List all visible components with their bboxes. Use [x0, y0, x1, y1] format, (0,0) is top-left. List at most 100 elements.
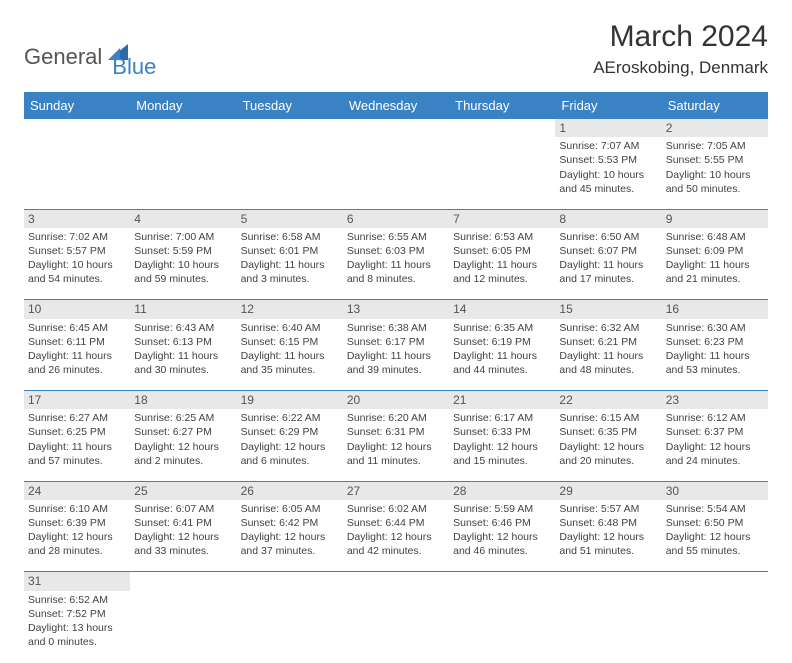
daylight-text: Daylight: 11 hours and 12 minutes. — [453, 258, 551, 286]
day-number-cell: 1 — [555, 119, 661, 137]
sunrise-text: Sunrise: 5:59 AM — [453, 502, 551, 516]
day-cell: Sunrise: 5:57 AMSunset: 6:48 PMDaylight:… — [555, 500, 661, 572]
day-number: 29 — [555, 482, 661, 500]
daylight-text: Daylight: 12 hours and 28 minutes. — [28, 530, 126, 558]
sunset-text: Sunset: 7:52 PM — [28, 607, 126, 621]
day-number: 11 — [130, 300, 236, 318]
weekday-header: Thursday — [449, 92, 555, 119]
day-number-cell: 17 — [24, 391, 130, 410]
sunset-text: Sunset: 6:33 PM — [453, 425, 551, 439]
day-number-row: 10111213141516 — [24, 300, 768, 319]
sunrise-text: Sunrise: 7:02 AM — [28, 230, 126, 244]
weekday-header: Wednesday — [343, 92, 449, 119]
daylight-text: Daylight: 11 hours and 35 minutes. — [241, 349, 339, 377]
sunset-text: Sunset: 6:21 PM — [559, 335, 657, 349]
day-cell: Sunrise: 6:25 AMSunset: 6:27 PMDaylight:… — [130, 409, 236, 481]
sunset-text: Sunset: 5:53 PM — [559, 153, 657, 167]
day-number-cell — [449, 572, 555, 591]
day-cell: Sunrise: 6:58 AMSunset: 6:01 PMDaylight:… — [237, 228, 343, 300]
day-cell: Sunrise: 6:55 AMSunset: 6:03 PMDaylight:… — [343, 228, 449, 300]
sunrise-text: Sunrise: 6:27 AM — [28, 411, 126, 425]
week-row: Sunrise: 6:45 AMSunset: 6:11 PMDaylight:… — [24, 319, 768, 391]
day-cell: Sunrise: 7:02 AMSunset: 5:57 PMDaylight:… — [24, 228, 130, 300]
daylight-text: Daylight: 12 hours and 15 minutes. — [453, 440, 551, 468]
day-number-cell — [24, 119, 130, 137]
sunset-text: Sunset: 5:59 PM — [134, 244, 232, 258]
day-number: 10 — [24, 300, 130, 318]
sunrise-text: Sunrise: 6:38 AM — [347, 321, 445, 335]
sunrise-text: Sunrise: 6:15 AM — [559, 411, 657, 425]
day-cell: Sunrise: 7:00 AMSunset: 5:59 PMDaylight:… — [130, 228, 236, 300]
day-number: 3 — [24, 210, 130, 228]
day-number-cell — [130, 119, 236, 137]
day-number-cell — [343, 572, 449, 591]
day-number: 16 — [662, 300, 768, 318]
sunrise-text: Sunrise: 6:30 AM — [666, 321, 764, 335]
daylight-text: Daylight: 11 hours and 8 minutes. — [347, 258, 445, 286]
weekday-header-row: Sunday Monday Tuesday Wednesday Thursday… — [24, 92, 768, 119]
day-number: 22 — [555, 391, 661, 409]
sunrise-text: Sunrise: 5:57 AM — [559, 502, 657, 516]
day-cell — [237, 591, 343, 663]
day-number-cell: 3 — [24, 209, 130, 228]
sunset-text: Sunset: 6:44 PM — [347, 516, 445, 530]
day-number-cell: 7 — [449, 209, 555, 228]
day-number-cell: 11 — [130, 300, 236, 319]
day-number: 17 — [24, 391, 130, 409]
day-number-cell: 22 — [555, 391, 661, 410]
day-cell: Sunrise: 7:07 AMSunset: 5:53 PMDaylight:… — [555, 137, 661, 209]
sunset-text: Sunset: 6:31 PM — [347, 425, 445, 439]
day-cell: Sunrise: 7:05 AMSunset: 5:55 PMDaylight:… — [662, 137, 768, 209]
day-number: 8 — [555, 210, 661, 228]
sunrise-text: Sunrise: 6:05 AM — [241, 502, 339, 516]
day-number: 6 — [343, 210, 449, 228]
sunset-text: Sunset: 6:35 PM — [559, 425, 657, 439]
day-cell — [237, 137, 343, 209]
day-number: 28 — [449, 482, 555, 500]
day-number: 27 — [343, 482, 449, 500]
sunset-text: Sunset: 6:19 PM — [453, 335, 551, 349]
day-cell: Sunrise: 6:32 AMSunset: 6:21 PMDaylight:… — [555, 319, 661, 391]
sunset-text: Sunset: 6:41 PM — [134, 516, 232, 530]
daylight-text: Daylight: 11 hours and 30 minutes. — [134, 349, 232, 377]
sunset-text: Sunset: 6:01 PM — [241, 244, 339, 258]
sunrise-text: Sunrise: 6:25 AM — [134, 411, 232, 425]
sunset-text: Sunset: 6:39 PM — [28, 516, 126, 530]
day-number-cell: 24 — [24, 481, 130, 500]
day-cell: Sunrise: 6:35 AMSunset: 6:19 PMDaylight:… — [449, 319, 555, 391]
logo: General Blue — [24, 20, 156, 80]
day-cell: Sunrise: 6:52 AMSunset: 7:52 PMDaylight:… — [24, 591, 130, 663]
day-cell: Sunrise: 6:22 AMSunset: 6:29 PMDaylight:… — [237, 409, 343, 481]
day-number-cell: 12 — [237, 300, 343, 319]
day-cell — [24, 137, 130, 209]
sunset-text: Sunset: 6:17 PM — [347, 335, 445, 349]
sunset-text: Sunset: 6:37 PM — [666, 425, 764, 439]
location: AEroskobing, Denmark — [593, 58, 768, 78]
sunset-text: Sunset: 6:09 PM — [666, 244, 764, 258]
day-number-row: 31 — [24, 572, 768, 591]
sunrise-text: Sunrise: 6:58 AM — [241, 230, 339, 244]
week-row: Sunrise: 6:27 AMSunset: 6:25 PMDaylight:… — [24, 409, 768, 481]
sunrise-text: Sunrise: 6:43 AM — [134, 321, 232, 335]
day-cell — [449, 137, 555, 209]
sunrise-text: Sunrise: 6:40 AM — [241, 321, 339, 335]
day-cell: Sunrise: 6:30 AMSunset: 6:23 PMDaylight:… — [662, 319, 768, 391]
day-number-cell — [555, 572, 661, 591]
day-number-cell — [343, 119, 449, 137]
day-cell: Sunrise: 6:43 AMSunset: 6:13 PMDaylight:… — [130, 319, 236, 391]
day-number-cell — [449, 119, 555, 137]
daylight-text: Daylight: 12 hours and 55 minutes. — [666, 530, 764, 558]
day-cell: Sunrise: 6:15 AMSunset: 6:35 PMDaylight:… — [555, 409, 661, 481]
month-title: March 2024 — [593, 20, 768, 54]
day-cell: Sunrise: 6:48 AMSunset: 6:09 PMDaylight:… — [662, 228, 768, 300]
sunrise-text: Sunrise: 6:50 AM — [559, 230, 657, 244]
sunrise-text: Sunrise: 7:05 AM — [666, 139, 764, 153]
day-number: 5 — [237, 210, 343, 228]
daylight-text: Daylight: 10 hours and 54 minutes. — [28, 258, 126, 286]
daylight-text: Daylight: 11 hours and 44 minutes. — [453, 349, 551, 377]
day-number: 30 — [662, 482, 768, 500]
day-number-cell: 20 — [343, 391, 449, 410]
daylight-text: Daylight: 12 hours and 6 minutes. — [241, 440, 339, 468]
day-number-cell: 27 — [343, 481, 449, 500]
daylight-text: Daylight: 11 hours and 39 minutes. — [347, 349, 445, 377]
